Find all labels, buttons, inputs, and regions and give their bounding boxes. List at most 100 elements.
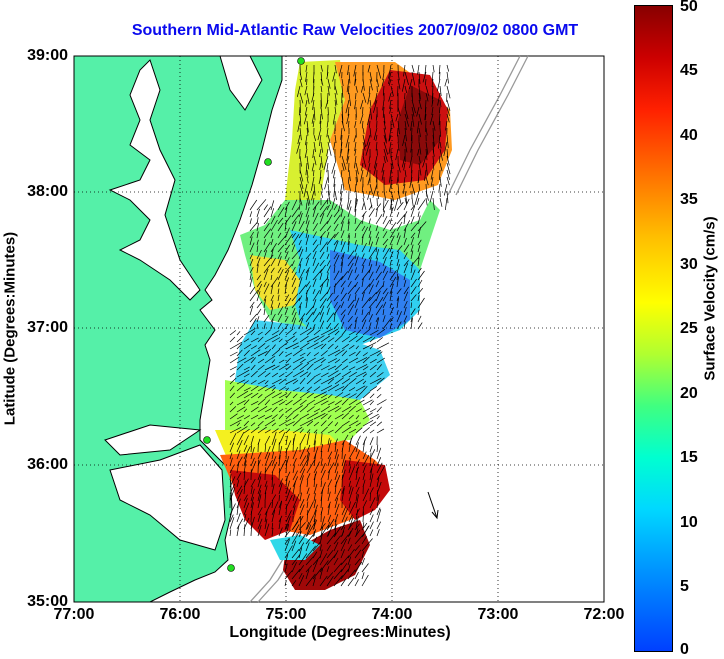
velocity-vector: [229, 514, 234, 523]
velocity-vector: [264, 380, 269, 385]
velocity-vector: [264, 384, 276, 392]
velocity-vector: [229, 483, 236, 495]
velocity-vector: [327, 378, 335, 385]
velocity-vector: [376, 387, 382, 392]
velocity-vector: [348, 393, 357, 399]
velocity-vector: [291, 531, 300, 545]
velocity-vector: [277, 302, 281, 309]
velocity-vector: [250, 392, 259, 399]
velocity-vector: [354, 253, 357, 260]
velocity-vector: [410, 262, 414, 274]
velocity-vector: [374, 92, 378, 105]
velocity-vector: [305, 252, 312, 260]
velocity-vector: [298, 231, 304, 239]
velocity-vector: [334, 334, 343, 343]
ytick-label: 37:00: [27, 319, 68, 336]
velocity-vector: [340, 524, 346, 531]
velocity-vector: [396, 251, 399, 260]
velocity-vector: [327, 469, 331, 481]
velocity-vector: [410, 204, 416, 211]
velocity-vector: [348, 371, 357, 378]
velocity-vector: [355, 364, 368, 371]
velocity-vector: [396, 288, 402, 295]
velocity-vector: [264, 485, 268, 495]
velocity-vector: [340, 208, 344, 218]
velocity-vector: [376, 494, 380, 509]
velocity-vector: [327, 197, 329, 205]
velocity-vector: [425, 78, 427, 86]
velocity-vector: [229, 356, 240, 364]
velocity-vector: [432, 162, 435, 170]
velocity-vector: [382, 247, 390, 260]
velocity-vector: [249, 218, 252, 225]
velocity-vector: [249, 211, 253, 218]
velocity-vector: [320, 400, 329, 406]
velocity-vector: [271, 414, 278, 420]
velocity-vector: [299, 176, 304, 189]
velocity-vector: [369, 329, 379, 336]
velocity-vector: [333, 223, 339, 232]
velocity-vector: [270, 313, 276, 323]
velocity-vector: [285, 400, 293, 406]
velocity-vector: [263, 323, 266, 330]
velocity-vector: [404, 141, 408, 153]
velocity-vector: [354, 281, 359, 288]
velocity-vector: [401, 78, 406, 92]
velocity-vector: [348, 120, 350, 128]
velocity-vector: [382, 210, 386, 218]
velocity-vector: [340, 321, 345, 330]
velocity-vector: [348, 487, 354, 502]
velocity-vector: [291, 293, 299, 302]
velocity-vector: [305, 524, 312, 538]
velocity-vector: [373, 155, 378, 169]
velocity-vector: [292, 405, 303, 413]
velocity-vector: [250, 357, 256, 364]
velocity-vector: [376, 78, 379, 87]
velocity-vector: [305, 545, 316, 559]
velocity-vector: [327, 343, 334, 350]
velocity-vector: [348, 527, 354, 537]
velocity-vector: [319, 235, 323, 246]
velocity-vector: [236, 357, 247, 364]
velocity-vector: [396, 201, 404, 211]
velocity-vector: [312, 148, 315, 158]
velocity-vector: [305, 305, 315, 316]
velocity-vector: [439, 127, 442, 137]
velocity-vector: [284, 554, 289, 566]
velocity-vector: [326, 312, 335, 323]
velocity-vector: [348, 420, 359, 427]
velocity-vector: [417, 215, 421, 225]
velocity-vector: [354, 267, 357, 274]
velocity-vector: [236, 518, 244, 530]
velocity-vector: [353, 64, 357, 77]
velocity-vector: [327, 401, 335, 406]
velocity-vector: [306, 515, 314, 530]
velocity-vector: [243, 454, 248, 467]
velocity-vector: [326, 572, 334, 580]
map-title: Southern Mid-Atlantic Raw Velocities 200…: [131, 22, 579, 39]
velocity-vector: [310, 176, 315, 191]
velocity-vector: [236, 349, 243, 357]
velocity-vector: [285, 505, 287, 516]
velocity-vector: [397, 127, 399, 137]
velocity-vector: [422, 155, 427, 168]
velocity-vector: [299, 99, 301, 114]
velocity-vector: [388, 64, 392, 79]
velocity-vector: [320, 480, 323, 488]
velocity-vector: [250, 406, 259, 413]
velocity-vector: [327, 421, 333, 427]
velocity-vector: [368, 314, 373, 323]
velocity-vector: [422, 71, 427, 83]
velocity-vector: [264, 364, 276, 371]
velocity-vector: [410, 269, 416, 281]
velocity-vector: [278, 468, 281, 481]
velocity-vector: [362, 190, 365, 199]
velocity-vector: [327, 183, 330, 196]
velocity-vector: [243, 408, 248, 413]
velocity-vector: [347, 233, 350, 239]
velocity-vector: [417, 199, 426, 211]
velocity-vector: [326, 544, 331, 552]
velocity-vector: [326, 246, 329, 253]
velocity-vector: [354, 532, 365, 545]
velocity-vector: [306, 399, 316, 406]
